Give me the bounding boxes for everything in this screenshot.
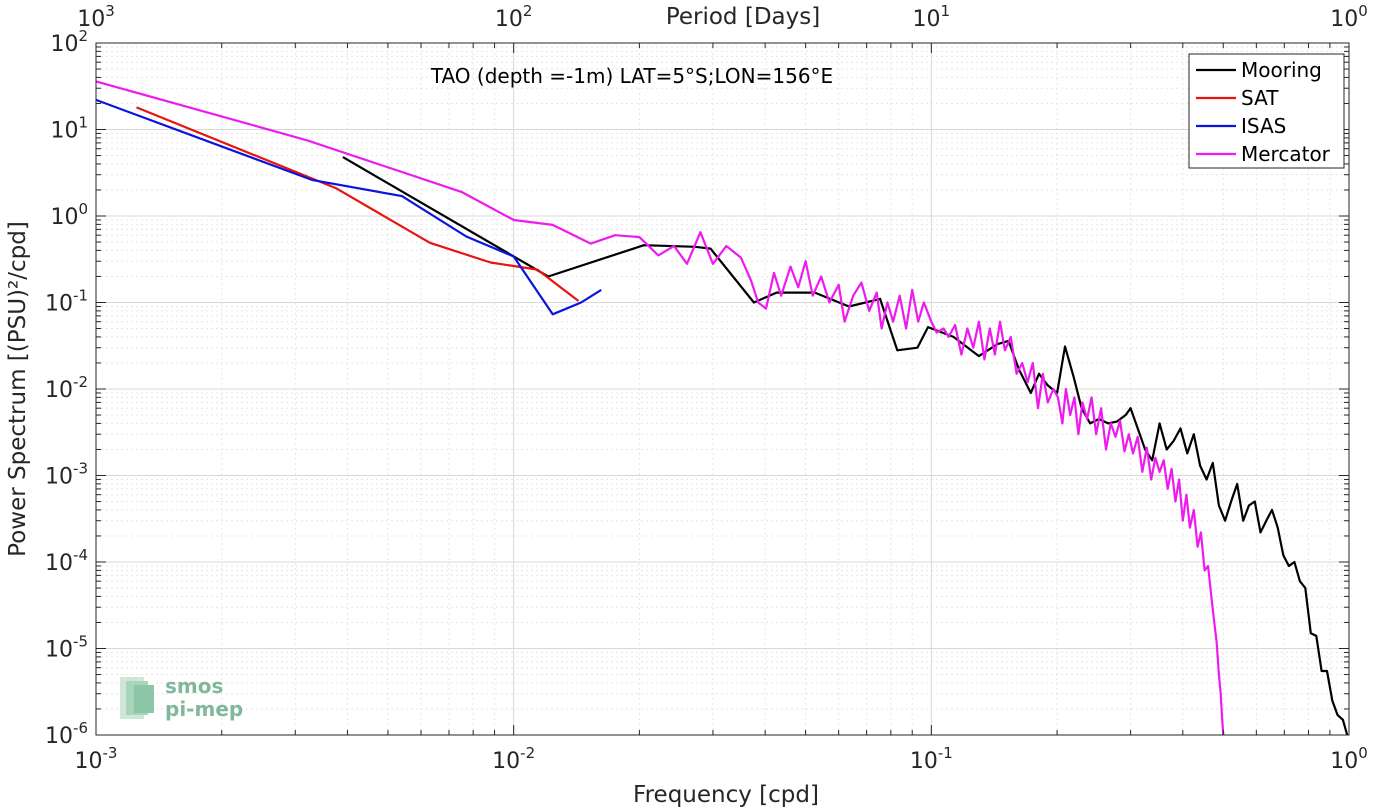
y-tick-label: 100: [50, 200, 88, 230]
top-tick-label: 102: [495, 2, 533, 32]
tick-marks: [95, 43, 1349, 736]
x-axis-label: Frequency [cpd]: [633, 782, 819, 808]
legend: Mooring SAT ISAS Mercator: [1188, 53, 1345, 169]
data-series: [95, 80, 1349, 736]
x-tick-label: 10-1: [910, 744, 953, 774]
series-line-mooring: [342, 156, 1349, 736]
series-line-mercator: [95, 80, 1225, 736]
y-tick-label: 10-5: [45, 633, 88, 663]
y-tick-label: 10-6: [45, 719, 88, 749]
top-tick-label: 103: [77, 2, 115, 32]
y-tick-label: 10-3: [45, 460, 88, 490]
top-tick-label: 101: [913, 2, 951, 32]
y-tick-label: 101: [50, 114, 88, 144]
y-axis-label: Power Spectrum [(PSU)²/cpd]: [5, 221, 31, 557]
y-tick-label: 10-2: [45, 373, 88, 403]
legend-label-isas: ISAS: [1241, 114, 1286, 138]
series-line-isas: [95, 98, 602, 316]
svg-text:smos: smos: [165, 674, 223, 698]
legend-label-mooring: Mooring: [1241, 58, 1322, 82]
top-axis-label: Period [Days]: [666, 4, 820, 30]
top-tick-label: 100: [1330, 2, 1368, 32]
x-tick-label: 10-2: [492, 744, 535, 774]
y-tick-label: 10-4: [45, 546, 88, 576]
legend-label-sat: SAT: [1241, 86, 1279, 110]
x-tick-label: 100: [1330, 744, 1368, 774]
svg-text:pi-mep: pi-mep: [165, 697, 243, 721]
x-tick-label: 10-3: [75, 744, 118, 774]
series-line-sat: [136, 106, 580, 302]
y-tick-label: 10-1: [45, 287, 88, 317]
grid-lines: [95, 42, 1350, 736]
chart-title: TAO (depth =-1m) LAT=5°S;LON=156°E: [430, 64, 833, 88]
smos-pi-mep-logo: smos pi-mep: [120, 674, 243, 721]
legend-box: [1188, 53, 1345, 169]
legend-label-mercator: Mercator: [1241, 142, 1331, 166]
y-tick-label: 102: [50, 27, 88, 57]
